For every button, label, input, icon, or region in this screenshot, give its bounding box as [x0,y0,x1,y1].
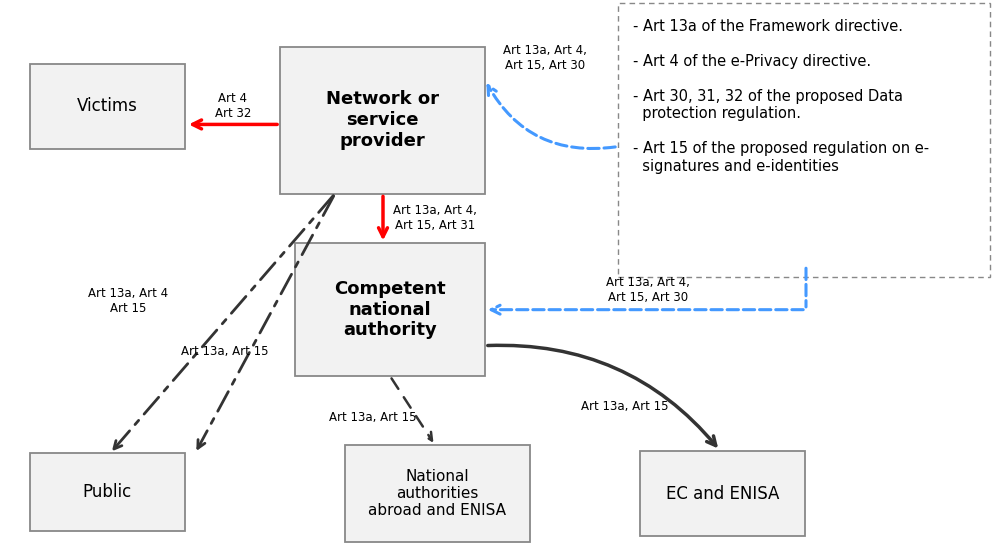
Text: Art 13a, Art 4,
Art 15, Art 30: Art 13a, Art 4, Art 15, Art 30 [606,276,690,304]
Text: Art 13a, Art 4
Art 15: Art 13a, Art 4 Art 15 [88,288,168,315]
Text: Art 13a, Art 15: Art 13a, Art 15 [581,400,669,413]
FancyBboxPatch shape [640,451,805,536]
Text: Competent
national
authority: Competent national authority [334,280,446,340]
FancyBboxPatch shape [30,64,185,149]
Text: Art 13a, Art 15: Art 13a, Art 15 [181,345,269,358]
Text: Victims: Victims [77,97,138,116]
Text: Art 13a, Art 4,
Art 15, Art 31: Art 13a, Art 4, Art 15, Art 31 [393,205,477,232]
FancyBboxPatch shape [618,3,990,276]
FancyBboxPatch shape [295,243,485,376]
Text: Art 4
Art 32: Art 4 Art 32 [215,92,251,120]
Text: - Art 13a of the Framework directive.

- Art 4 of the e-Privacy directive.

- Ar: - Art 13a of the Framework directive. - … [633,19,929,174]
Text: National
authorities
abroad and ENISA: National authorities abroad and ENISA [368,468,507,519]
Text: EC and ENISA: EC and ENISA [666,484,779,503]
Text: Public: Public [83,483,132,501]
Text: Art 13a, Art 15: Art 13a, Art 15 [329,411,417,424]
FancyBboxPatch shape [345,445,530,542]
Text: Art 13a, Art 4,
Art 15, Art 30: Art 13a, Art 4, Art 15, Art 30 [503,44,587,72]
Text: Network or
service
provider: Network or service provider [326,91,439,150]
FancyBboxPatch shape [30,453,185,531]
FancyBboxPatch shape [280,47,485,194]
